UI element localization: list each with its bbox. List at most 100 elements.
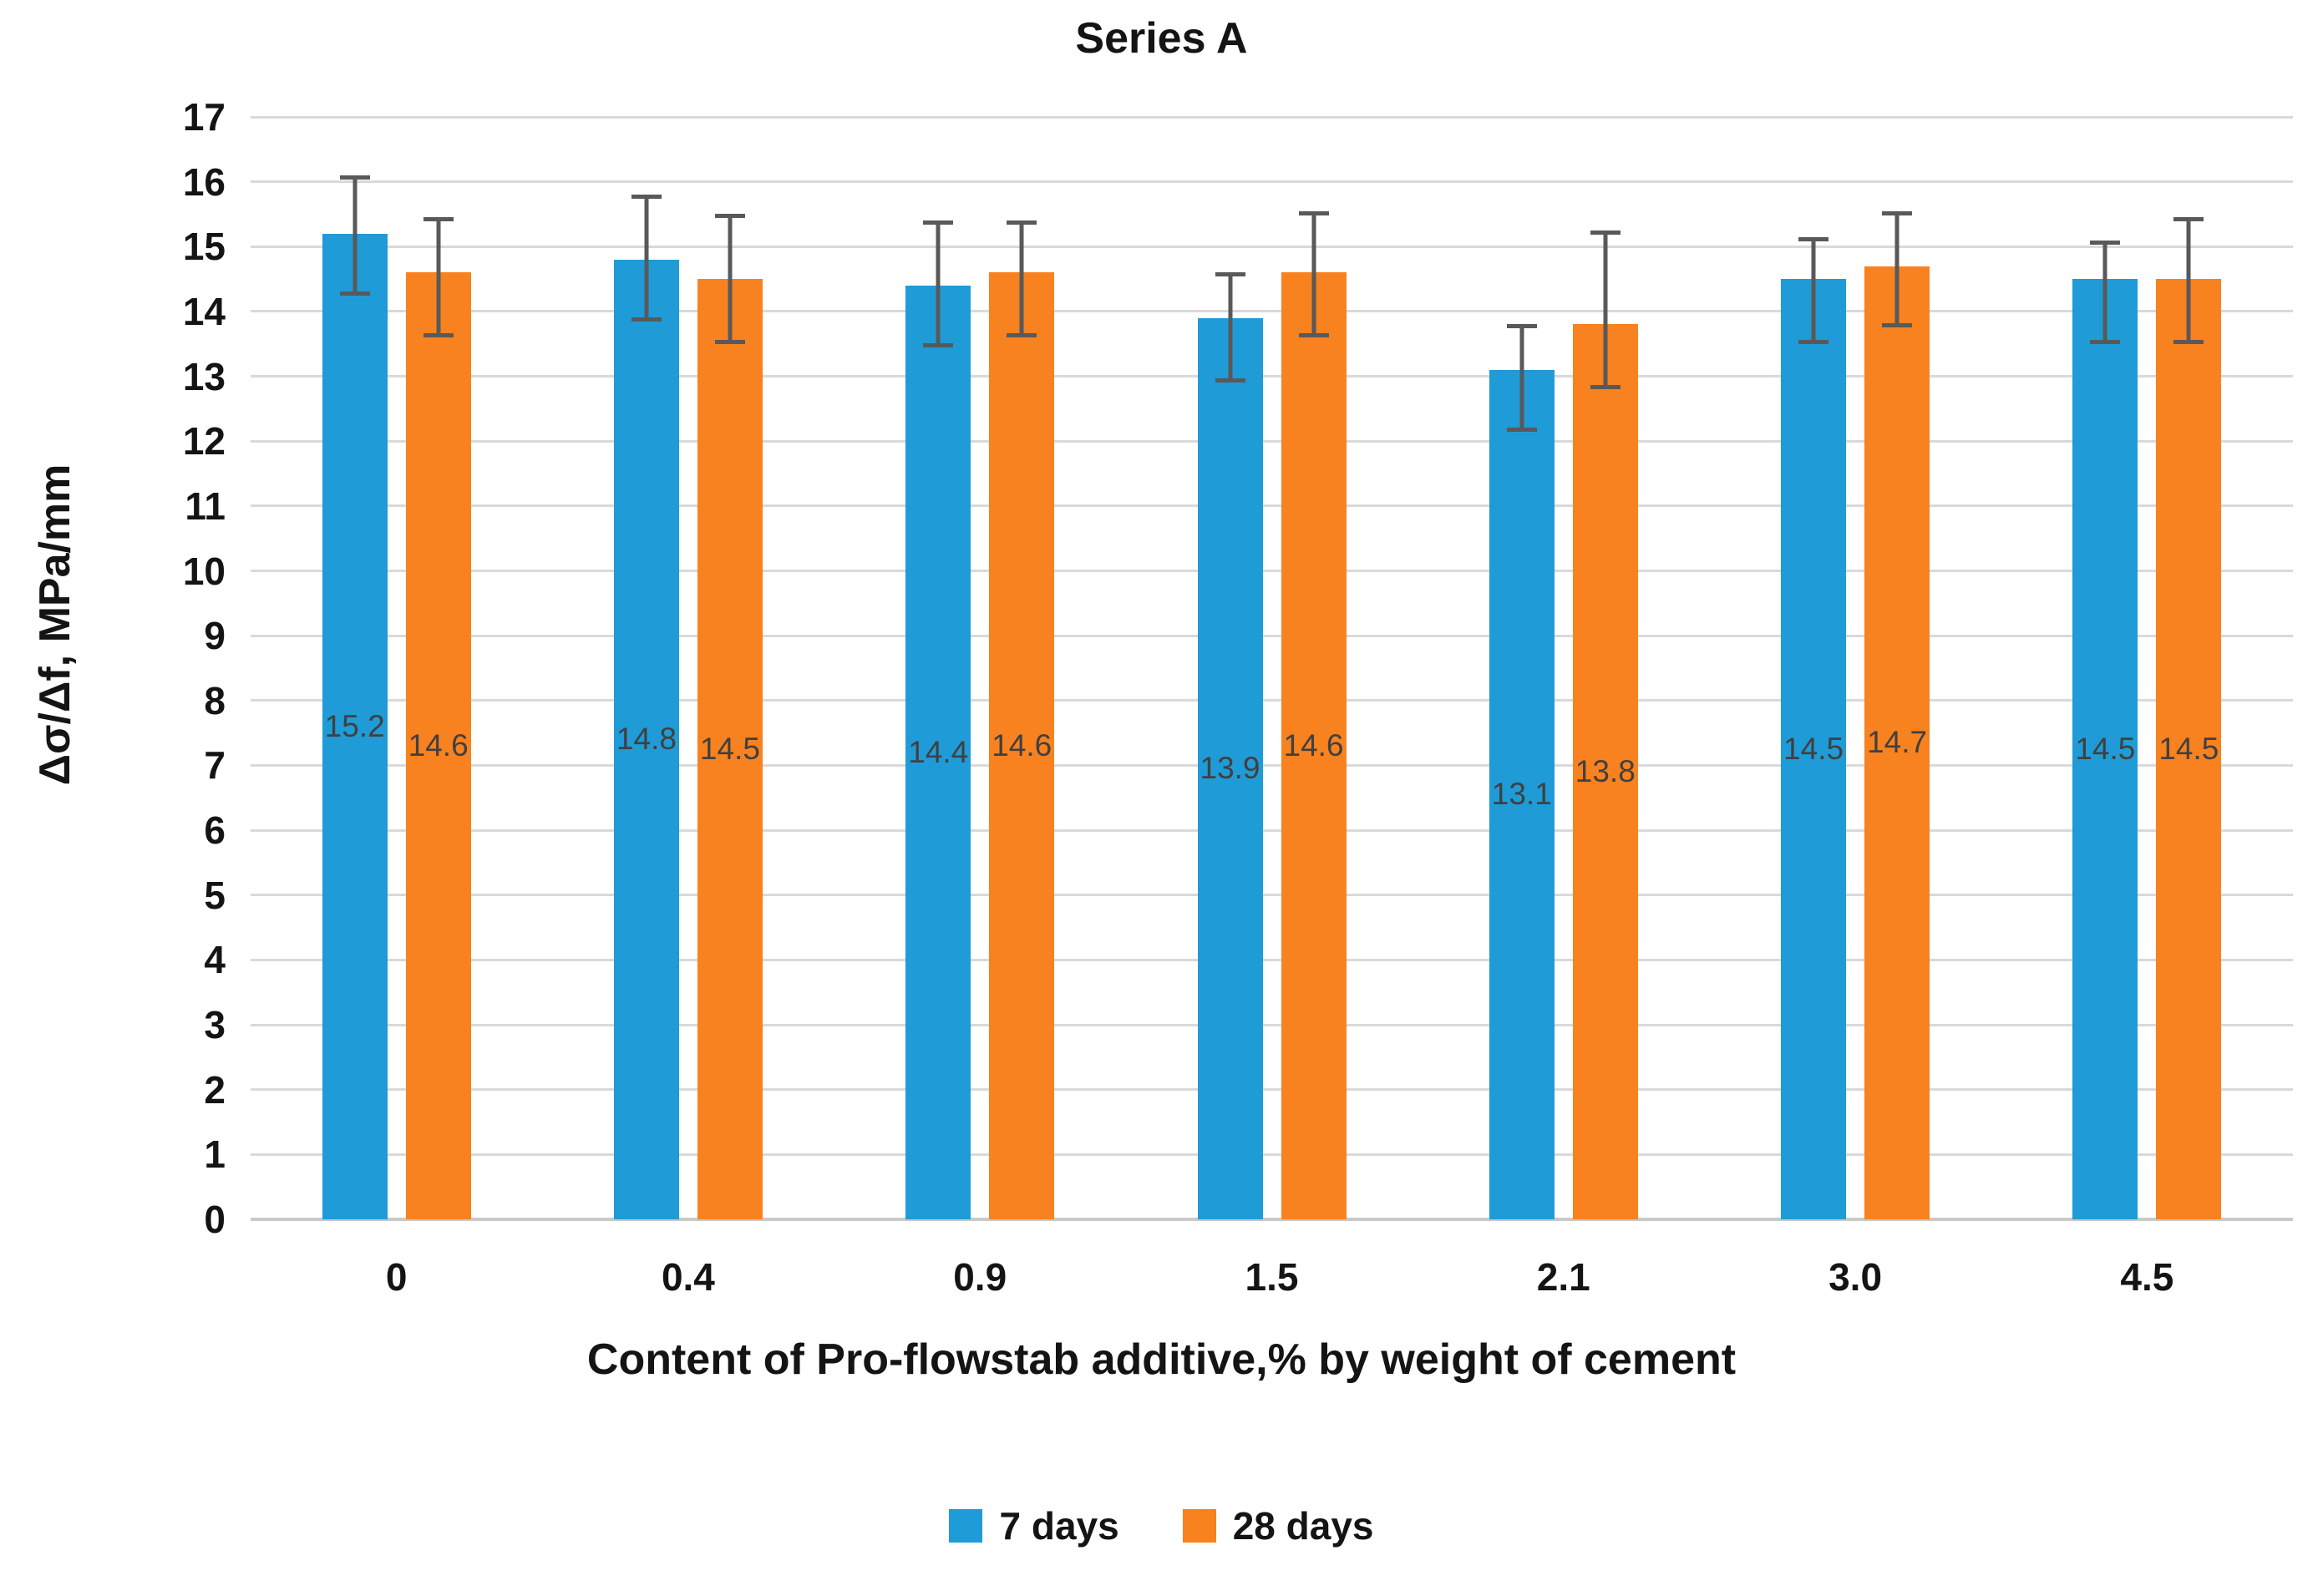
bar-28-days xyxy=(1281,272,1347,1219)
legend-swatch-7-days xyxy=(949,1509,983,1543)
error-bar-cap-top xyxy=(1590,230,1621,235)
data-label: 13.8 xyxy=(1575,754,1636,789)
bar-28-days xyxy=(1864,266,1930,1219)
error-bar-cap-top xyxy=(631,195,662,200)
x-tick-label: 3.0 xyxy=(1828,1255,1883,1299)
gridline xyxy=(251,828,2293,832)
x-tick-label: 0.9 xyxy=(953,1255,1007,1299)
gridline xyxy=(251,1153,2293,1156)
y-tick-label: 8 xyxy=(204,678,226,722)
data-label: 14.5 xyxy=(2075,732,2136,767)
error-bar-cap-top xyxy=(1506,324,1537,329)
data-label: 14.7 xyxy=(1867,725,1928,760)
error-bar-cap-top xyxy=(2090,240,2121,245)
y-tick-label: 14 xyxy=(182,289,226,333)
error-bar-vline xyxy=(1894,210,1899,328)
data-label: 14.6 xyxy=(408,728,469,763)
x-tick-label: 0.4 xyxy=(661,1255,715,1299)
data-label: 14.5 xyxy=(2158,732,2219,767)
data-label: 13.9 xyxy=(1200,751,1260,786)
error-bar-cap-top xyxy=(1798,236,1829,241)
y-tick-label: 0 xyxy=(204,1198,226,1241)
gridline xyxy=(251,958,2293,961)
error-bar-cap-bottom xyxy=(2173,339,2204,344)
error-bar-cap-bottom xyxy=(714,339,745,344)
y-tick-label: 16 xyxy=(182,160,226,204)
data-label: 15.2 xyxy=(324,708,385,743)
bar-7-days xyxy=(613,259,679,1219)
data-label: 14.6 xyxy=(1283,728,1344,763)
error-bar-vline xyxy=(1019,220,1024,337)
error-bar-cap-bottom xyxy=(1882,323,1913,328)
data-label: 14.4 xyxy=(908,734,969,769)
x-tick-label: 0 xyxy=(385,1255,408,1299)
error-bar-vline xyxy=(1519,324,1524,432)
error-bar-vline xyxy=(1811,236,1816,344)
bar-28-days xyxy=(2156,279,2222,1219)
data-label: 14.5 xyxy=(1783,732,1844,767)
error-bar-cap-bottom xyxy=(339,291,370,296)
x-tick-label: 2.1 xyxy=(1536,1255,1590,1299)
bar-7-days xyxy=(905,285,971,1219)
error-bar-vline xyxy=(1311,210,1316,337)
error-bar xyxy=(1298,210,1329,337)
error-bar-vline xyxy=(436,217,441,337)
y-tick-label: 7 xyxy=(204,743,226,788)
gridline xyxy=(251,570,2293,573)
y-tick-label: 6 xyxy=(204,808,226,853)
x-axis-line xyxy=(251,1218,2293,1221)
error-bar xyxy=(1215,272,1245,383)
y-tick-label: 12 xyxy=(182,419,226,464)
bar-7-days xyxy=(322,233,388,1219)
error-bar xyxy=(1590,230,1621,390)
y-tick-label: 2 xyxy=(204,1067,226,1112)
bar-7-days xyxy=(1489,369,1555,1219)
error-bar-cap-bottom xyxy=(423,332,454,337)
error-bar-vline xyxy=(2186,217,2191,344)
data-label: 14.8 xyxy=(616,722,677,757)
error-bar-cap-bottom xyxy=(1298,332,1329,337)
bar-7-days xyxy=(2072,279,2138,1219)
error-bar-cap-top xyxy=(1298,210,1329,215)
gridline xyxy=(251,894,2293,897)
chart-title: Series A xyxy=(1075,14,1248,63)
bar-7-days xyxy=(1197,317,1263,1219)
gridline xyxy=(251,310,2293,313)
y-tick-label: 5 xyxy=(204,873,226,917)
bar-28-days xyxy=(697,279,763,1219)
legend-swatch-28-days xyxy=(1182,1509,1216,1543)
gridline xyxy=(251,245,2293,248)
error-bar-cap-bottom xyxy=(2090,339,2121,344)
error-bar-cap-top xyxy=(423,217,454,222)
data-label: 13.1 xyxy=(1491,777,1552,812)
error-bar-vline xyxy=(644,195,649,322)
error-bar-cap-top xyxy=(714,214,745,219)
legend: 7 days 28 days xyxy=(0,1503,2323,1548)
error-bar-cap-bottom xyxy=(923,342,954,347)
error-bar xyxy=(1798,236,1829,344)
gridline xyxy=(251,504,2293,508)
gridline xyxy=(251,180,2293,184)
gridline xyxy=(251,763,2293,767)
error-bar-vline xyxy=(353,175,358,296)
legend-item-28-days: 28 days xyxy=(1182,1503,1374,1548)
error-bar-cap-top xyxy=(1215,272,1245,277)
error-bar-cap-top xyxy=(923,220,954,225)
error-bar xyxy=(2090,240,2121,344)
legend-label: 28 days xyxy=(1232,1504,1374,1548)
y-tick-label: 4 xyxy=(204,938,226,982)
bar-28-days xyxy=(1572,324,1638,1219)
error-bar-vline xyxy=(936,220,941,347)
error-bar-cap-top xyxy=(1882,210,1913,215)
error-bar xyxy=(923,220,954,347)
x-tick-label: 4.5 xyxy=(2120,1255,2174,1299)
y-tick-label: 9 xyxy=(204,614,226,658)
gridline xyxy=(251,439,2293,443)
data-label: 14.6 xyxy=(992,728,1052,763)
error-bar-cap-bottom xyxy=(1590,385,1621,390)
y-tick-label: 13 xyxy=(182,354,226,398)
error-bar-cap-top xyxy=(339,175,370,180)
y-tick-label: 10 xyxy=(182,549,226,593)
error-bar xyxy=(1506,324,1537,432)
